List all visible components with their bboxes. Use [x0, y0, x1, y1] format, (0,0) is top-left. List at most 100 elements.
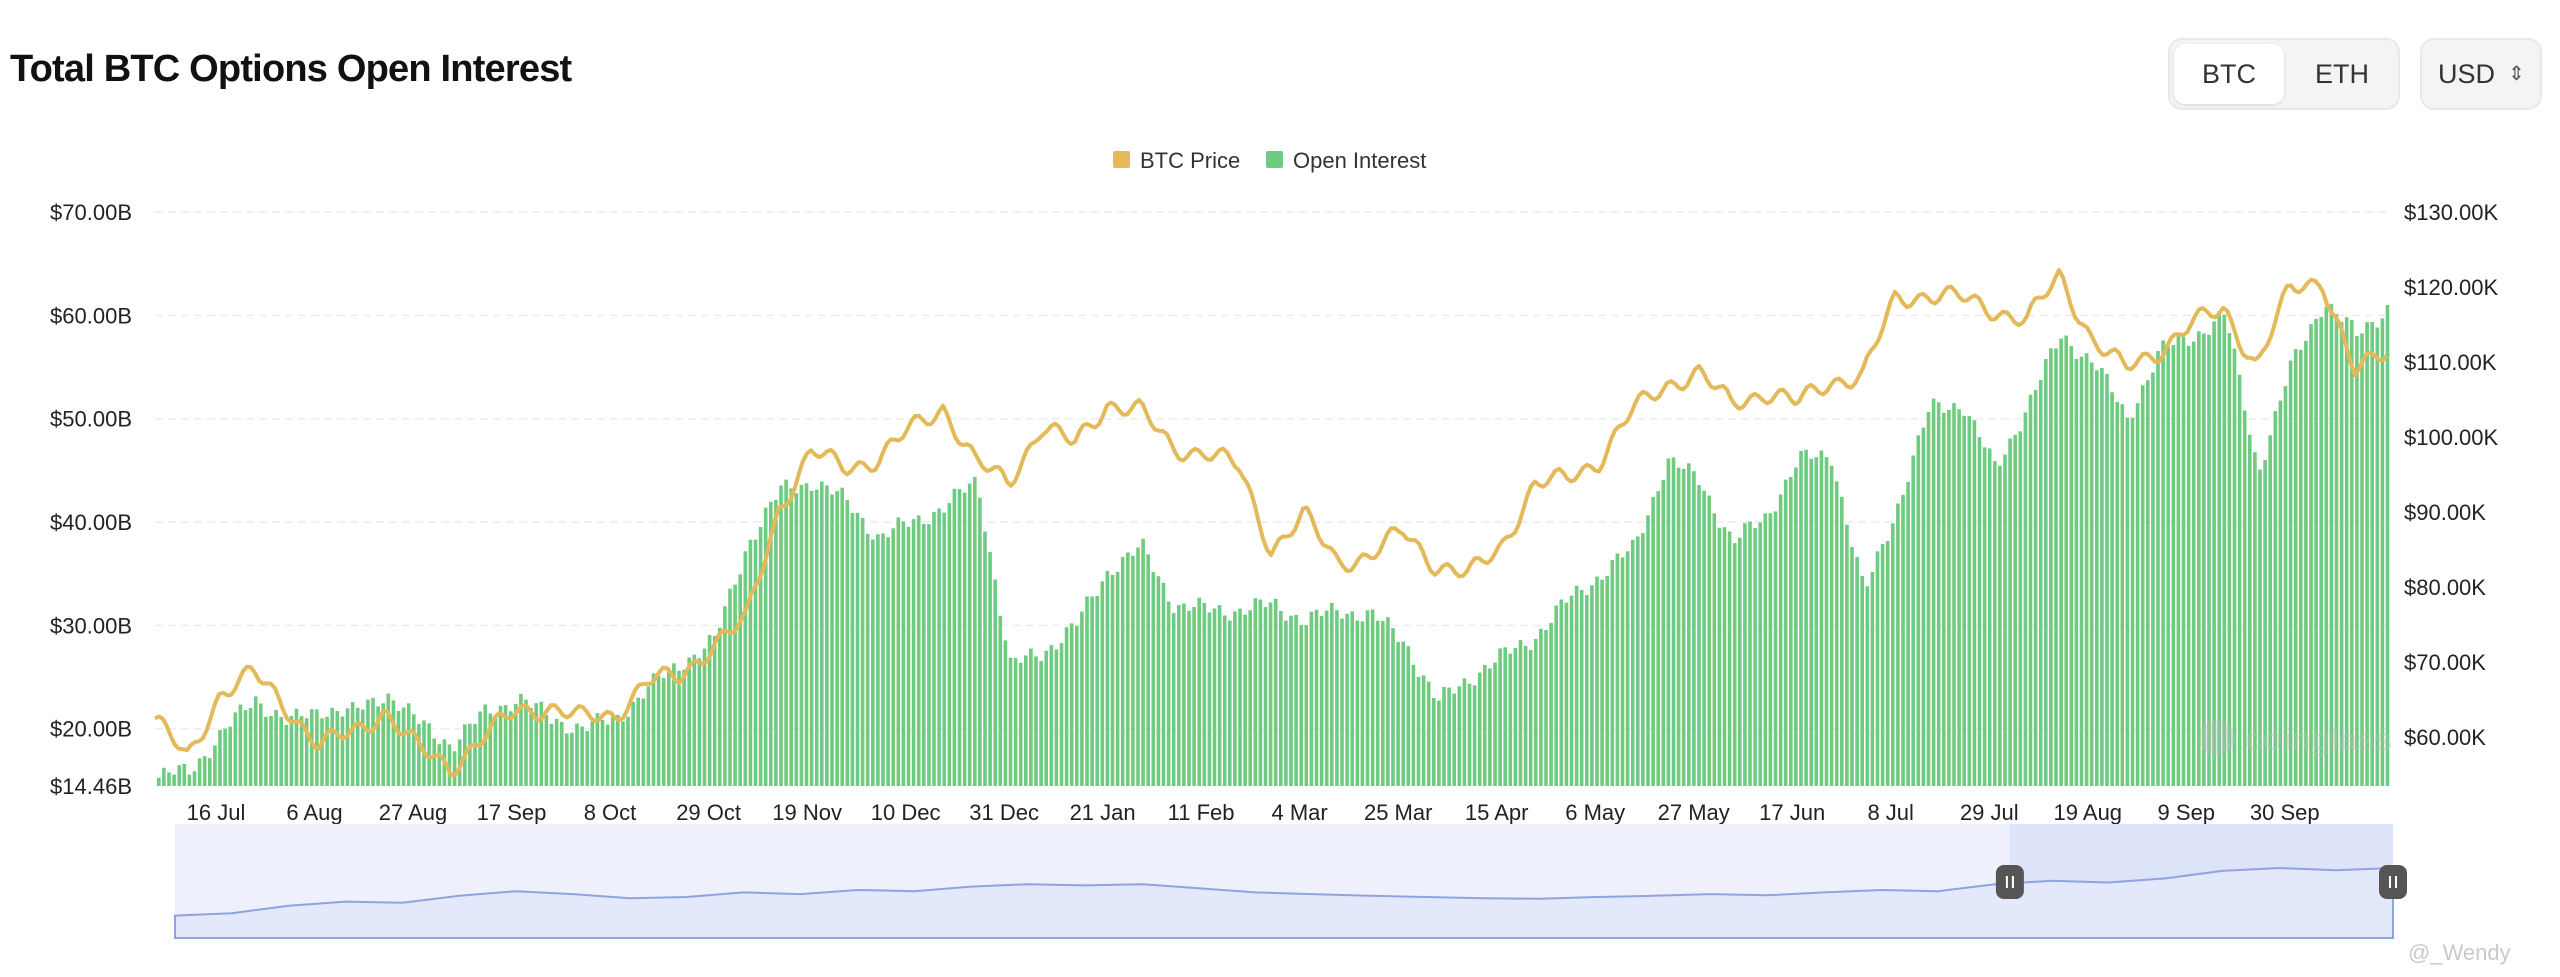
- open-interest-bar: [2008, 438, 2012, 786]
- open-interest-bar: [590, 721, 595, 786]
- open-interest-bar: [2355, 335, 2359, 786]
- navigator-handle-right[interactable]: [2379, 865, 2407, 899]
- open-interest-bar: [1564, 602, 1569, 786]
- open-interest-bar: [1039, 661, 1043, 786]
- open-interest-bar: [2380, 318, 2385, 786]
- open-interest-bar: [871, 539, 875, 786]
- open-interest-bar: [1258, 599, 1263, 786]
- open-interest-bar: [2268, 435, 2272, 786]
- open-interest-bar: [350, 702, 355, 786]
- open-interest-bar: [794, 493, 799, 786]
- open-interest-bar: [825, 485, 829, 786]
- open-interest-bar: [626, 716, 630, 786]
- open-interest-bar: [1406, 646, 1411, 786]
- y-left-tick-label: $70.00B: [50, 200, 132, 225]
- coinglass-watermark: coinglass: [2199, 720, 2393, 757]
- open-interest-bar: [1773, 511, 1778, 786]
- open-interest-bar: [2110, 392, 2114, 786]
- open-interest-bar: [743, 551, 748, 786]
- open-interest-bar: [549, 723, 554, 786]
- open-interest-bar: [641, 698, 646, 786]
- open-interest-bar: [840, 487, 844, 786]
- open-interest-bar: [1279, 611, 1283, 786]
- open-interest-bar: [1013, 658, 1018, 786]
- navigator-handle-left[interactable]: [1995, 865, 2024, 899]
- open-interest-bar: [1166, 601, 1171, 786]
- x-tick-label: 11 Feb: [1168, 800, 1235, 825]
- open-interest-bar: [636, 697, 640, 786]
- open-interest-bar: [177, 765, 181, 786]
- open-interest-bar: [1998, 465, 2002, 786]
- open-interest-bar: [677, 670, 681, 786]
- open-interest-bar: [2120, 404, 2125, 786]
- open-interest-bar: [1212, 608, 1217, 786]
- open-interest-bar: [881, 533, 885, 786]
- open-interest-bar: [1600, 579, 1604, 786]
- range-navigator[interactable]: [174, 824, 2407, 939]
- y-left-tick-label: $14.46B: [50, 774, 132, 799]
- open-interest-bar: [299, 716, 304, 786]
- open-interest-bar: [1289, 615, 1293, 786]
- open-interest-bar: [616, 715, 620, 786]
- asset-eth-button[interactable]: ETH: [2315, 59, 2369, 89]
- open-interest-bar: [478, 711, 482, 786]
- x-tick-label: 19 Nov: [772, 800, 842, 825]
- open-interest-bar: [1579, 590, 1584, 786]
- open-interest-bar: [508, 711, 513, 786]
- x-tick-label: 10 Dec: [871, 800, 941, 825]
- open-interest-bar: [1294, 615, 1298, 786]
- open-interest-bar: [1314, 609, 1319, 786]
- y-right-tick-label: $100.00K: [2404, 425, 2499, 450]
- open-interest-bar: [2319, 317, 2323, 786]
- open-interest-bar: [2370, 322, 2374, 786]
- open-interest-bar: [937, 508, 941, 786]
- open-interest-bar: [279, 717, 283, 786]
- open-interest-bar: [1151, 572, 1156, 786]
- open-interest-bar: [1783, 479, 1788, 786]
- open-interest-bar: [784, 479, 788, 786]
- open-interest-bar: [1707, 495, 1711, 786]
- open-interest-bar: [814, 489, 819, 786]
- open-interest-bar: [733, 584, 737, 786]
- open-interest-bar: [809, 490, 814, 786]
- open-interest-bar: [1187, 610, 1191, 786]
- open-interest-bar: [718, 627, 722, 786]
- open-interest-bar: [1845, 524, 1849, 786]
- open-interest-bar: [1340, 618, 1344, 786]
- open-interest-bar: [2278, 400, 2283, 786]
- open-interest-bar: [1569, 595, 1574, 786]
- open-interest-bar: [1936, 402, 1941, 786]
- open-interest-bar: [1508, 653, 1513, 786]
- open-interest-bar: [1044, 650, 1048, 786]
- chart-legend[interactable]: BTC Price Open Interest: [1113, 148, 1426, 173]
- open-interest-bar: [534, 703, 538, 786]
- open-interest-bar: [2105, 373, 2109, 786]
- open-interest-bar: [2049, 348, 2053, 786]
- open-interest-bar: [1350, 611, 1354, 786]
- open-interest-bar: [1625, 551, 1630, 786]
- open-interest-bar: [2222, 314, 2227, 786]
- legend-label-open-interest: Open Interest: [1293, 148, 1426, 173]
- navigator-series: [174, 866, 2394, 939]
- open-interest-bar: [575, 723, 579, 786]
- open-interest-bar: [1804, 449, 1808, 786]
- open-interest-bar: [483, 704, 487, 786]
- currency-select[interactable]: USD ⇕: [2420, 38, 2542, 110]
- open-interest-bar: [162, 767, 166, 786]
- open-interest-bar: [570, 732, 574, 786]
- open-interest-bar: [1411, 664, 1416, 786]
- open-interest-bar: [187, 774, 192, 786]
- open-interest-bar: [1095, 595, 1099, 786]
- x-tick-label: 31 Dec: [969, 800, 1039, 825]
- open-interest-bar: [437, 744, 442, 786]
- open-interest-bar: [284, 725, 289, 786]
- open-interest-bar: [289, 715, 294, 786]
- open-interest-bar: [600, 719, 605, 786]
- open-interest-bar: [1228, 620, 1232, 786]
- open-interest-bar: [320, 718, 324, 786]
- open-interest-bar: [2115, 402, 2119, 786]
- open-interest-bar: [2365, 322, 2369, 786]
- open-interest-bar: [223, 728, 227, 786]
- open-interest-bar: [605, 724, 610, 786]
- asset-btc-button[interactable]: BTC: [2174, 44, 2284, 104]
